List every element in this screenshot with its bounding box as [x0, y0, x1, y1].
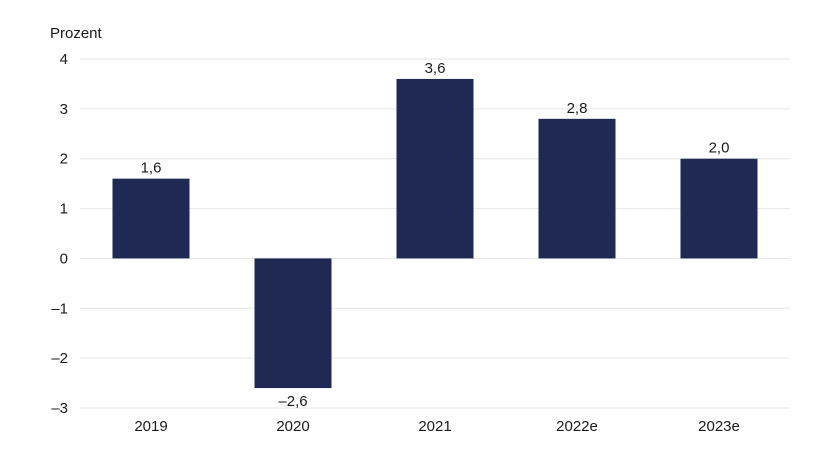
y-tick-label: 3	[60, 101, 68, 118]
data-label: 2,0	[709, 140, 730, 157]
x-tick-label: 2023e	[698, 418, 740, 435]
y-tick-label: –3	[51, 400, 68, 417]
bar	[538, 118, 616, 259]
y-tick-label: –1	[51, 300, 68, 317]
x-tick-label: 2021	[418, 418, 451, 435]
y-tick-label: 1	[60, 201, 68, 218]
x-axis-tick-labels: 2019 2020 2021 2022e 2023e	[134, 418, 740, 435]
y-tick-label: –2	[51, 350, 68, 367]
data-label: 1,6	[141, 160, 162, 177]
data-label: 3,6	[425, 60, 446, 77]
y-axis-tick-labels: 4 3 2 1 0 –1 –2 –3	[51, 51, 68, 417]
y-tick-label: 4	[60, 51, 68, 68]
x-tick-label: 2020	[276, 418, 309, 435]
bar	[254, 258, 332, 389]
y-tick-label: 2	[60, 151, 68, 168]
data-label: 2,8	[567, 100, 588, 117]
x-tick-label: 2019	[134, 418, 167, 435]
bars	[112, 78, 758, 389]
data-label: –2,6	[278, 393, 307, 410]
y-axis-unit-label: Prozent	[50, 25, 103, 42]
y-tick-label: 0	[60, 250, 68, 267]
data-labels: 1,6 –2,6 3,6 2,8 2,0	[141, 60, 730, 410]
bar	[396, 78, 474, 259]
bar	[680, 158, 758, 259]
bar	[112, 178, 190, 259]
x-tick-label: 2022e	[556, 418, 598, 435]
